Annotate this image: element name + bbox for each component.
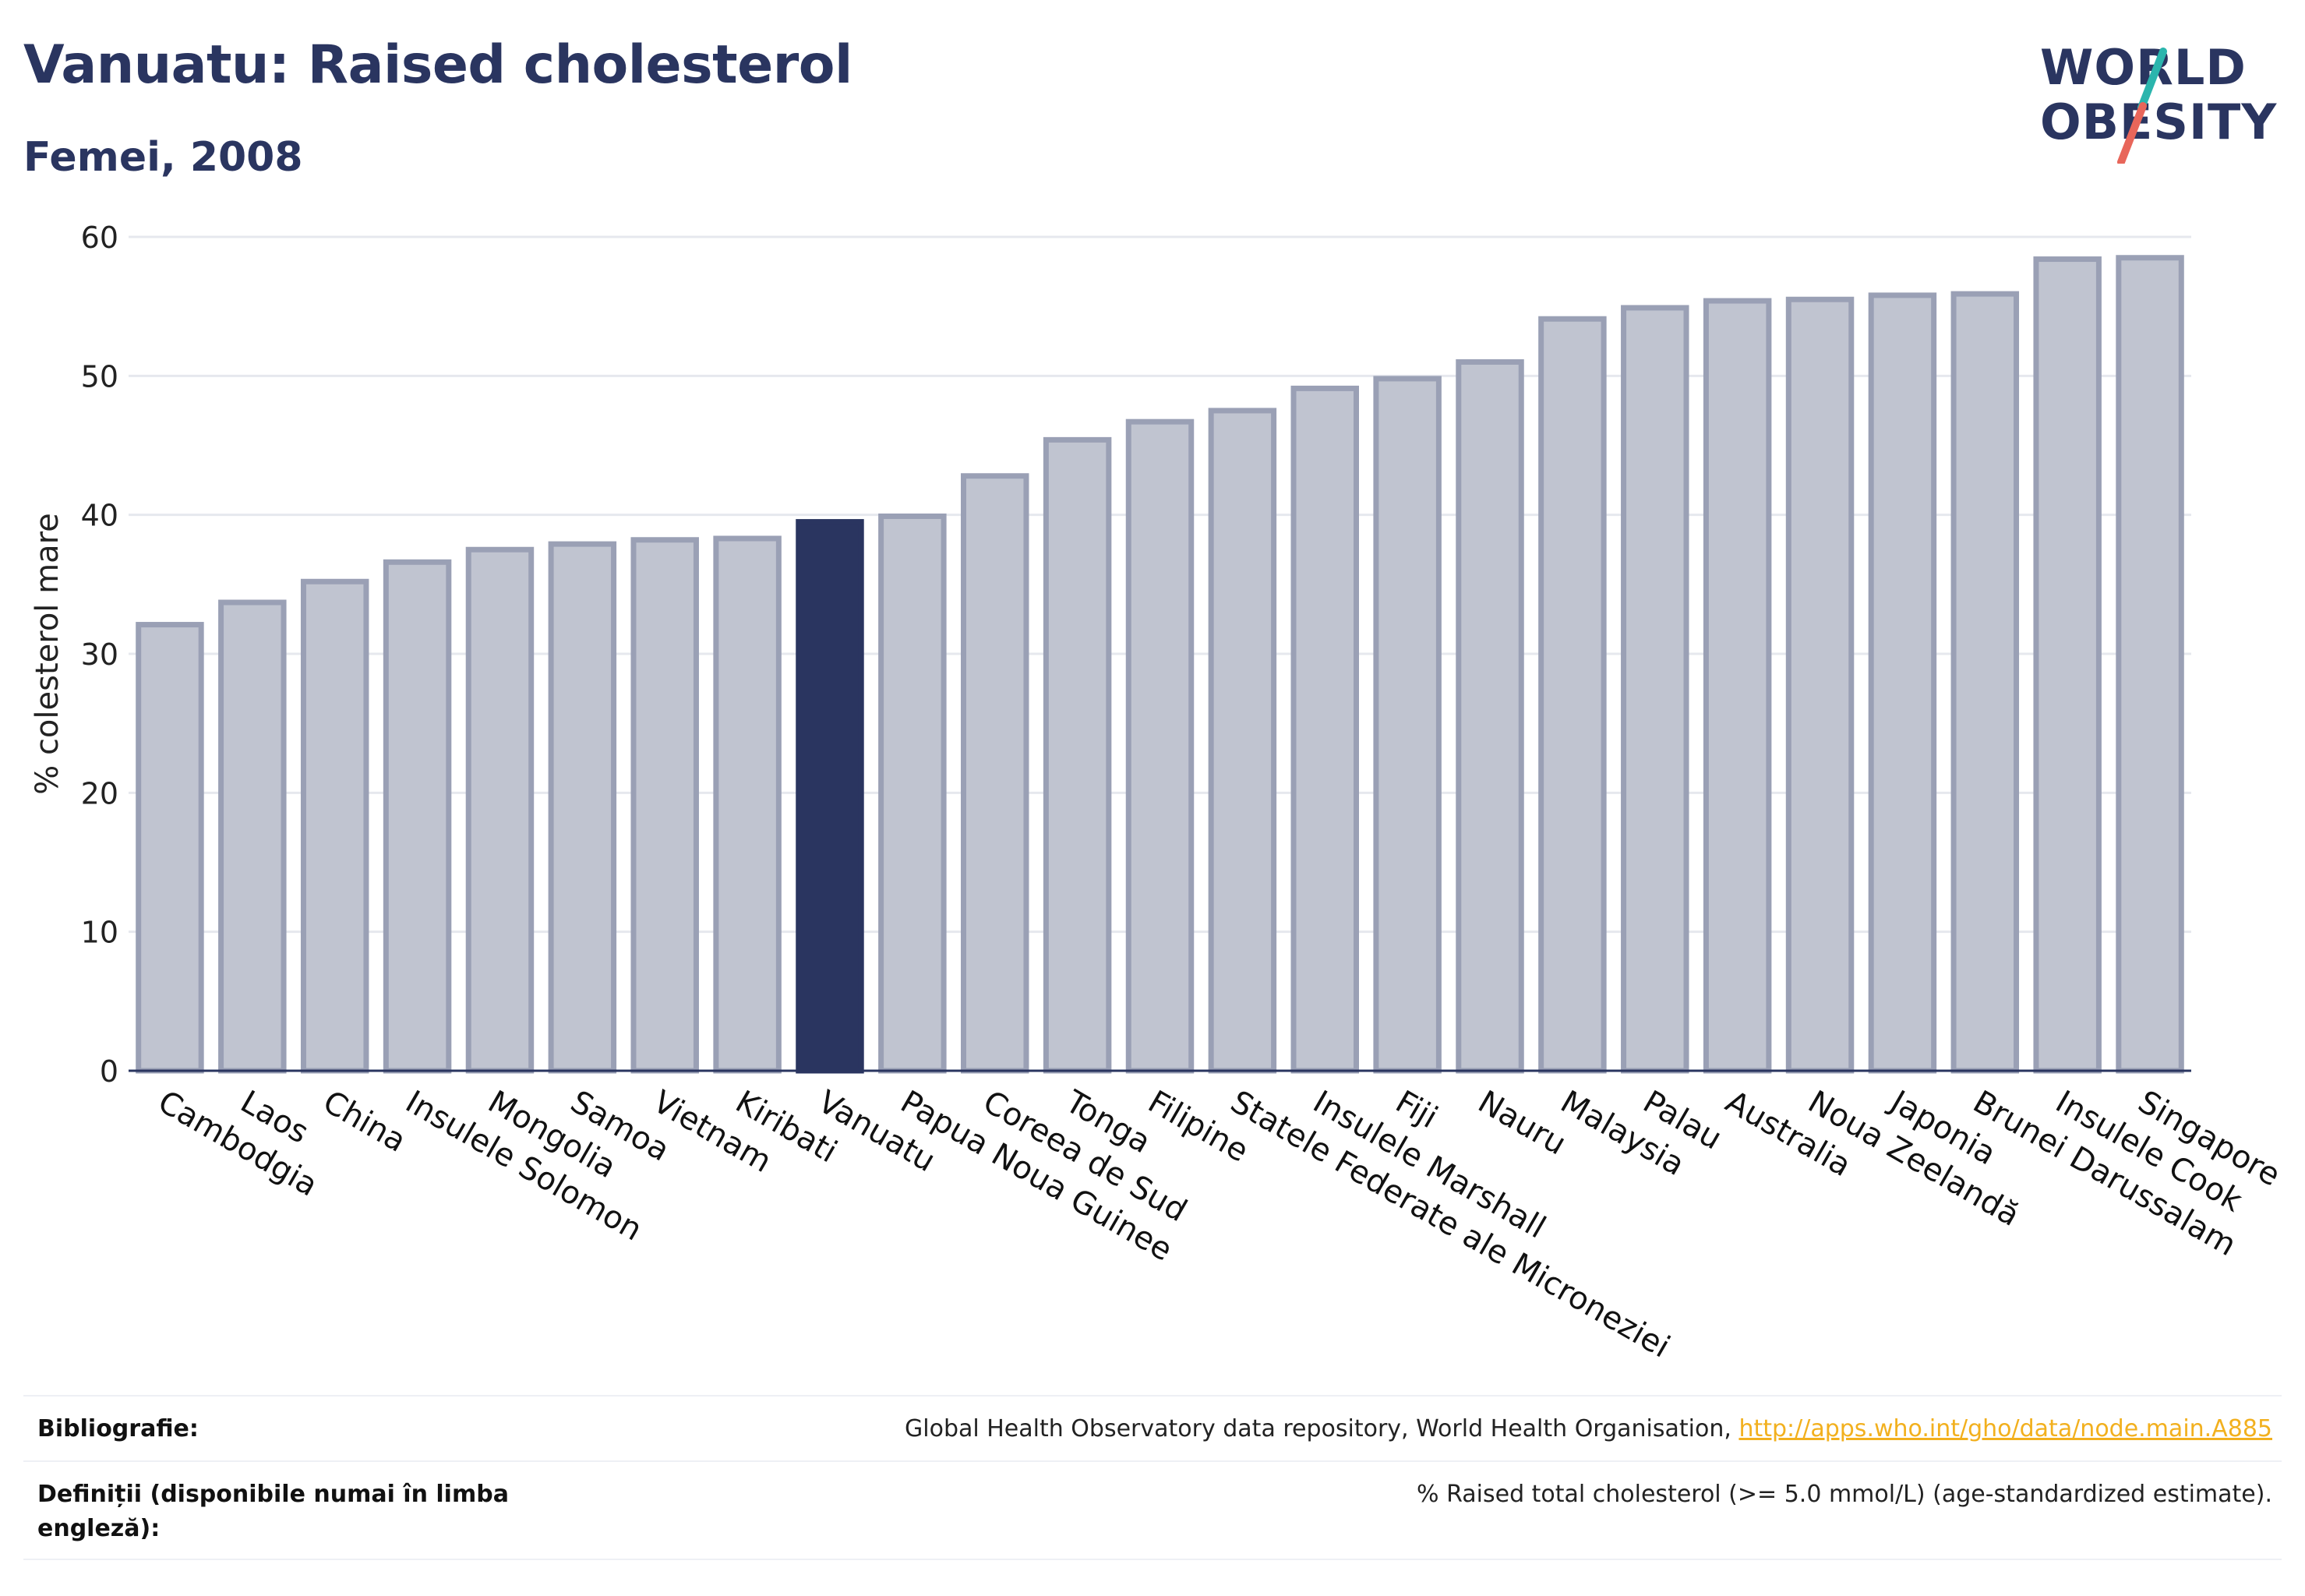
logo-line-1: WORLD [2040,39,2247,96]
bar-4 [465,546,535,1074]
y-tick-label: 20 [81,776,118,810]
definitions-label: Definiții (disponibile numai în limba en… [37,1481,509,1542]
bar-19 [1703,298,1772,1074]
y-tick-label: 10 [81,916,118,950]
logo-slash-icon [2117,48,2167,164]
bibliography-label: Bibliografie: [37,1415,199,1442]
bar-13 [1208,408,1277,1074]
x-tick-label: Nauru [1472,1084,1572,1163]
x-tick-label: China [317,1084,412,1160]
bibliography-value: Global Health Observatory data repositor… [905,1412,2272,1446]
y-tick-label: 40 [81,499,118,533]
chart-subtitle: Femei, 2008 [23,134,303,181]
bar-15 [1373,376,1442,1074]
bar-2 [300,578,369,1074]
bar-11 [1043,436,1112,1074]
bar-1 [218,599,287,1074]
bar-5 [548,541,617,1074]
bar-12 [1125,418,1195,1074]
bar-9 [878,513,947,1074]
bar-6 [630,537,699,1074]
bar-18 [1621,305,1689,1074]
definitions-value: % Raised total cholesterol (>= 5.0 mmol/… [1417,1481,2272,1508]
chart-title: Vanuatu: Raised cholesterol [23,34,852,96]
bibliography-row: Bibliografie: Global Health Observatory … [23,1395,2282,1462]
y-tick-label: 60 [81,221,118,255]
definitions-row: Definiții (disponibile numai în limba en… [23,1460,2282,1560]
bibliography-text: Global Health Observatory data repositor… [905,1415,1739,1442]
bar-3 [383,559,452,1074]
world-obesity-logo[interactable]: WORLD OBESITY [2026,23,2291,164]
bar-17 [1538,316,1607,1074]
bar-16 [1456,359,1524,1074]
bar-24 [2116,255,2184,1074]
bar-23 [2033,256,2102,1074]
footer: Bibliografie: Global Health Observatory … [23,1395,2282,1566]
logo-line-2: OBESITY [2040,94,2278,150]
y-tick-label: 50 [81,359,118,394]
y-tick-label: 0 [100,1054,118,1089]
bar-22 [1950,291,2020,1074]
bar-0 [136,622,204,1074]
bar-7 [713,535,782,1074]
bibliography-link[interactable]: http://apps.who.int/gho/data/node.main.A… [1738,1415,2272,1442]
bar-14 [1290,385,1359,1074]
bar-8 [796,519,864,1074]
y-tick-label: 30 [81,637,118,672]
bar-10 [961,473,1029,1074]
bar-20 [1785,296,1855,1074]
bar-21 [1868,292,1937,1074]
y-axis-label: % colesterol mare [30,513,65,795]
